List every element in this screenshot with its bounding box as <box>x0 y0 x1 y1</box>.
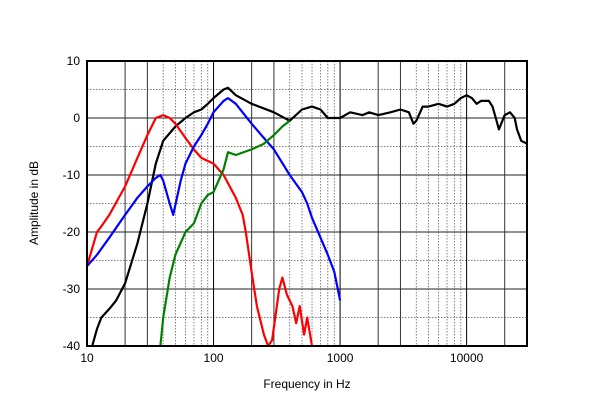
y-tick-label: 10 <box>67 54 81 68</box>
y-axis-label: Amplitude in dB <box>27 161 41 245</box>
series-line-black <box>91 86 528 347</box>
x-tick-label: 10 <box>80 351 94 365</box>
series-line-green <box>159 119 291 347</box>
x-axis-label: Frequency in Hz <box>263 377 350 391</box>
series-line-red <box>85 113 314 348</box>
x-tick-label: 1000 <box>327 351 354 365</box>
series-group <box>85 86 528 348</box>
y-tick-label: -20 <box>63 225 81 239</box>
series-line-blue <box>86 96 342 301</box>
y-tick-label: -10 <box>63 168 81 182</box>
y-tick-label: 0 <box>73 111 80 125</box>
plot-frame <box>86 60 528 347</box>
y-tick-label: -40 <box>63 339 81 353</box>
x-tick-label: 100 <box>204 351 224 365</box>
x-tick-label: 10000 <box>450 351 484 365</box>
y-tick-label: -30 <box>63 282 81 296</box>
